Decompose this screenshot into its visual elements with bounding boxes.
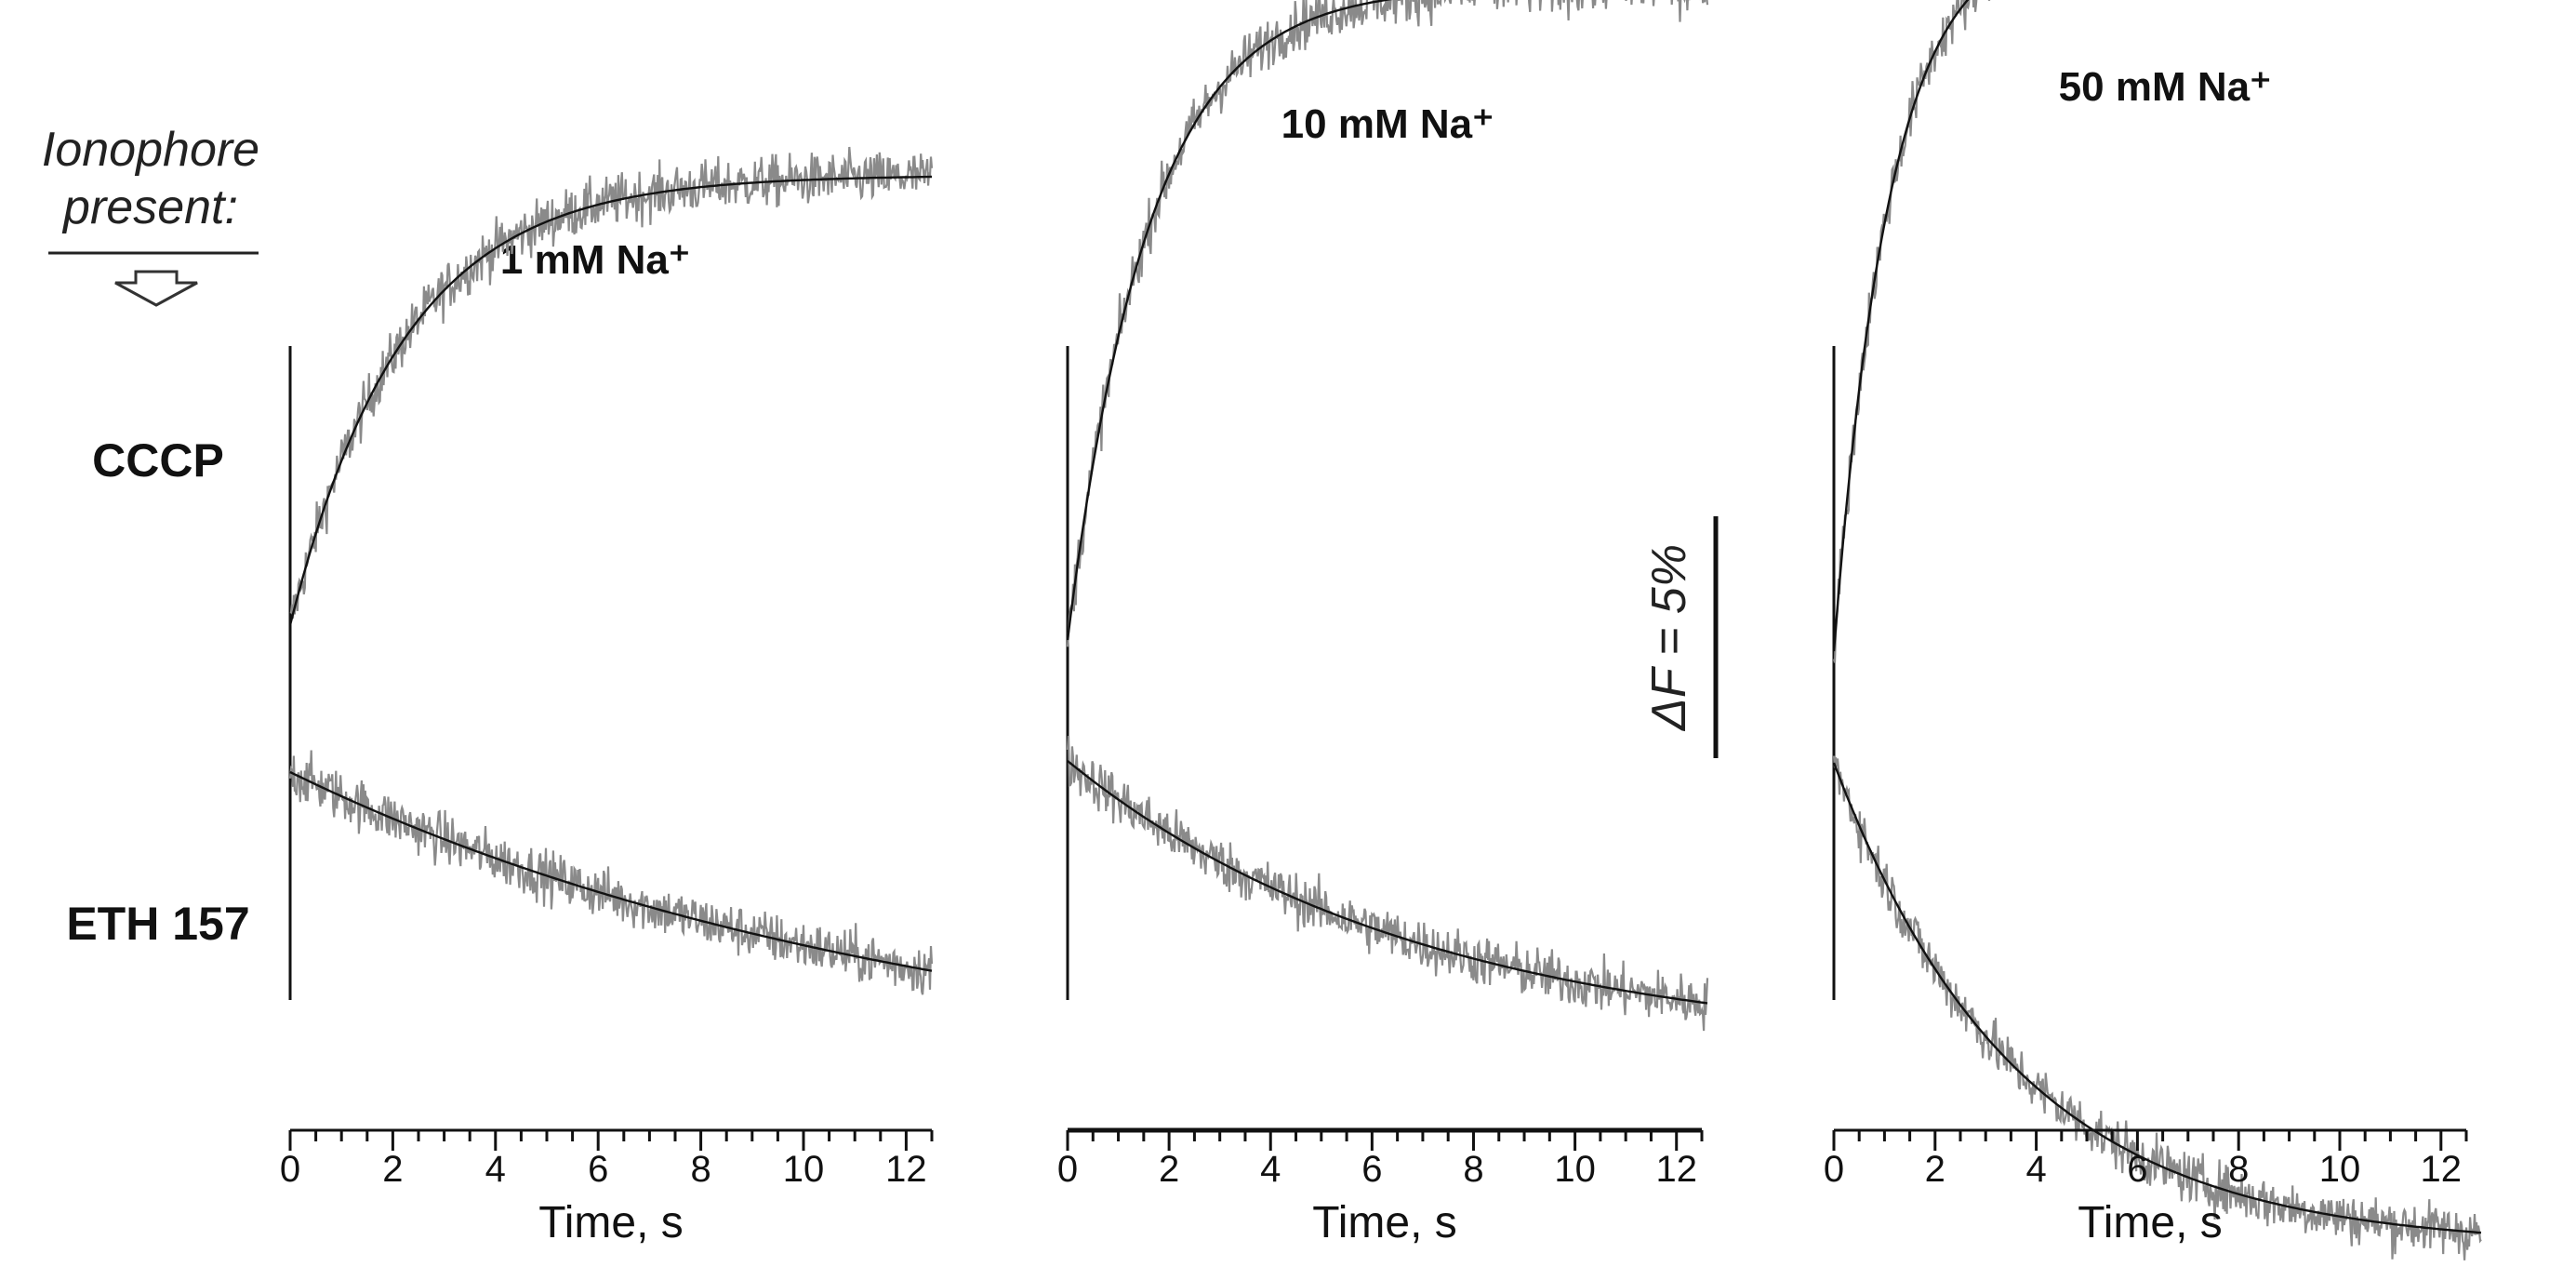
ionophore-label: Ionophore present:	[42, 123, 259, 307]
raw-trace-cccp	[1066, 0, 1709, 647]
ionophore-label-line1: Ionophore	[42, 123, 259, 177]
x-tick-label: 8	[1463, 1149, 1483, 1190]
x-tick-label: 12	[1655, 1149, 1697, 1190]
x-tick-label: 8	[690, 1149, 710, 1190]
panel-2: 10 mM Na⁺ 0 2 4 6 8 10 12 Time, s	[1057, 0, 1709, 1247]
x-tick-label: 6	[588, 1149, 608, 1190]
fit-curve-cccp	[288, 175, 933, 626]
x-axis-label: Time, s	[2078, 1198, 2223, 1247]
x-tick-label: 10	[783, 1149, 825, 1190]
raw-trace-eth157	[1066, 736, 1709, 1032]
x-tick-label: 0	[280, 1149, 300, 1190]
row-label-cccp: CCCP	[92, 434, 224, 487]
fit-curve-cccp	[1832, 0, 1970, 652]
raw-trace-eth157	[288, 750, 934, 995]
panel-title: 50 mM Na⁺	[2059, 64, 2272, 110]
ionophore-label-line2: present:	[61, 180, 238, 234]
panel-3: 50 mM Na⁺ 0 2 4 6 8 10 12 Time, s	[1824, 0, 2482, 1260]
x-tick-label: 4	[1260, 1149, 1281, 1190]
x-tick-label: 2	[1159, 1149, 1179, 1190]
raw-trace-eth157	[1832, 755, 2482, 1260]
raw-trace-cccp	[289, 146, 934, 620]
x-tick-label: 8	[2228, 1149, 2249, 1190]
x-tick-label: 6	[2127, 1149, 2147, 1190]
x-tick-label: 6	[1361, 1149, 1382, 1190]
x-axis-label: Time, s	[1312, 1198, 1457, 1247]
x-tick-label: 2	[1925, 1149, 1945, 1190]
x-tick-label: 10	[1554, 1149, 1596, 1190]
x-tick-label: 4	[2025, 1149, 2046, 1190]
panel-title: 10 mM Na⁺	[1281, 101, 1494, 147]
raw-trace-cccp	[1832, 0, 1991, 663]
fit-curve-eth157	[1067, 760, 1708, 1005]
down-arrow-icon	[114, 270, 198, 307]
x-tick-label: 12	[885, 1149, 927, 1190]
x-tick-label: 0	[1824, 1149, 1844, 1190]
scale-bar: ΔF = 5%	[1642, 516, 1719, 758]
x-tick-label: 12	[2421, 1149, 2463, 1190]
fit-curve-eth157	[289, 770, 933, 972]
x-tick-label: 2	[382, 1149, 403, 1190]
scale-bar-label: ΔF = 5%	[1642, 544, 1696, 732]
row-label-eth157: ETH 157	[66, 898, 249, 950]
x-tick-label: 4	[485, 1149, 506, 1190]
x-axis-label: Time, s	[538, 1198, 684, 1247]
x-tick-label: 10	[2319, 1149, 2361, 1190]
fit-curve-cccp	[1066, 0, 1393, 641]
x-tick-label: 0	[1057, 1149, 1078, 1190]
fit-curve-eth157	[1832, 762, 2482, 1234]
